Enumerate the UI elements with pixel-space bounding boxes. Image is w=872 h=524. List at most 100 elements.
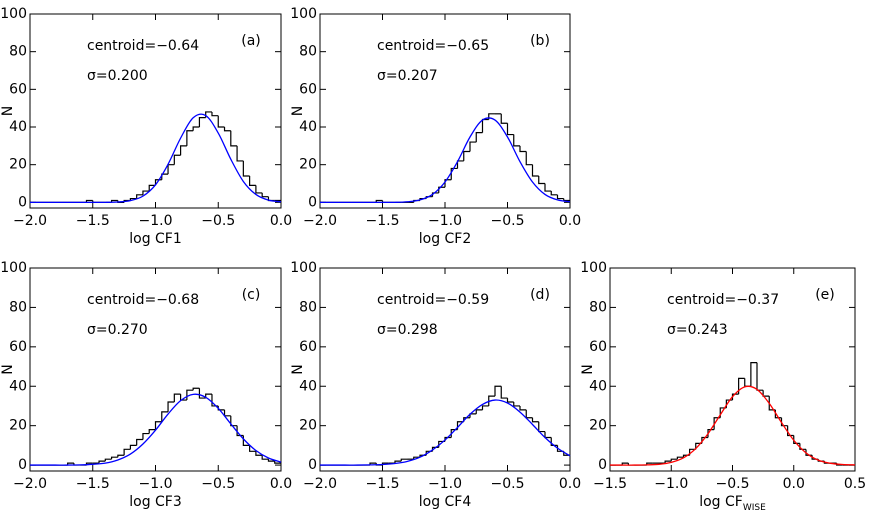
panel-label: (e) [815, 287, 835, 303]
x-tick-label: −1.0 [428, 476, 462, 492]
x-axis-label-subscript: WISE [743, 503, 766, 513]
y-axis-label: N [290, 106, 306, 116]
histogram-bin [707, 429, 715, 438]
y-tick-label: 100 [0, 6, 27, 22]
y-tick-label: 40 [589, 378, 607, 394]
y-axis-label: N [580, 364, 596, 374]
x-tick-label: −0.5 [201, 213, 235, 229]
histogram-bin [173, 154, 181, 165]
histogram-bin [267, 459, 275, 462]
y-tick-label: 80 [9, 299, 27, 315]
histogram-bin [513, 402, 520, 407]
histogram-bin [744, 378, 751, 387]
y-tick-label: 60 [299, 81, 317, 97]
histogram-bin [475, 409, 483, 414]
histogram-bin [67, 462, 74, 466]
histogram-bin [123, 448, 131, 456]
annotation: centroid=−0.37 [667, 292, 779, 308]
histogram-bin [544, 183, 552, 192]
x-tick-label: −1.0 [139, 213, 173, 229]
x-tick-label: −1.0 [428, 213, 462, 229]
x-axis-label: log CF3 [129, 494, 182, 510]
y-tick-label: 0 [308, 194, 317, 210]
x-axis-label-text: log CF4 [419, 494, 472, 510]
x-tick-label: −1.5 [593, 476, 627, 492]
x-tick-label: −0.5 [201, 476, 235, 492]
y-tick-label: 100 [580, 260, 607, 276]
x-tick-label: −1.5 [76, 476, 110, 492]
fit-curve [320, 399, 571, 466]
histogram-bin [519, 145, 527, 153]
x-axis-label-text: log CF [699, 494, 743, 510]
histogram-bin [756, 362, 764, 391]
histogram-bin [676, 456, 684, 460]
y-axis-label: N [0, 106, 16, 116]
annotation: centroid=−0.59 [377, 292, 489, 308]
histogram-bin [450, 167, 458, 180]
histogram-bin [198, 388, 206, 399]
y-tick-label: 20 [9, 418, 27, 434]
x-axis-label-text: log CF2 [419, 231, 472, 247]
histogram-bin [664, 460, 672, 464]
x-tick-label: −0.5 [491, 213, 525, 229]
histogram-bin [117, 454, 125, 458]
histogram-bin [799, 443, 806, 450]
y-tick-label: 80 [299, 44, 317, 60]
histogram-bin [738, 377, 745, 395]
x-tick-label: −0.5 [716, 476, 750, 492]
histogram-bin [255, 185, 263, 194]
x-tick-label: 0.5 [844, 476, 866, 492]
fit-curve [29, 113, 282, 204]
fit-curve [610, 385, 856, 466]
histogram-bin [110, 456, 118, 460]
y-tick-label: 0 [308, 457, 317, 473]
x-tick-label: −1.5 [366, 213, 400, 229]
histogram-bin [223, 409, 231, 417]
x-tick-label: −1.0 [654, 476, 688, 492]
annotation: σ=0.243 [667, 322, 728, 338]
y-tick-label: 80 [299, 299, 317, 315]
histogram-bin [230, 130, 238, 147]
histogram-bin [525, 151, 533, 166]
histogram-bin [400, 458, 408, 462]
histogram-bin [192, 126, 200, 131]
fit-curve [30, 393, 282, 466]
histogram-bin [236, 425, 244, 437]
histogram-bin [161, 411, 169, 422]
histogram-bin [444, 179, 452, 188]
histogram-bin [506, 123, 514, 136]
histogram-bin [563, 198, 570, 202]
histogram-bin [431, 192, 439, 197]
histogram-bin [544, 431, 552, 439]
x-axis-label: log CF4 [419, 494, 472, 510]
y-tick-label: 0 [18, 457, 27, 473]
x-axis-label-text: log CF1 [129, 231, 182, 247]
histogram-bin [506, 398, 514, 403]
histogram-bin [98, 460, 106, 464]
histogram-bin [161, 173, 169, 180]
annotation: σ=0.207 [377, 68, 438, 84]
histogram-bin [438, 186, 445, 193]
y-axis-label: N [0, 364, 16, 374]
histogram-bin [550, 191, 558, 196]
y-tick-label: 0 [18, 194, 27, 210]
histogram-bin [481, 118, 489, 133]
y-tick-label: 100 [0, 260, 27, 276]
histogram-bin [538, 421, 545, 433]
y-tick-label: 60 [9, 81, 27, 97]
y-tick-label: 40 [299, 378, 317, 394]
y-tick-label: 60 [589, 339, 607, 355]
histogram-bin [556, 194, 564, 200]
annotation: σ=0.270 [87, 322, 148, 338]
histogram-bin [142, 190, 150, 195]
histogram-bin [255, 451, 263, 456]
histogram-bin [793, 435, 800, 445]
x-tick-label: −2.0 [13, 213, 47, 229]
histogram-bin [249, 445, 256, 452]
histogram-bin [469, 141, 477, 152]
histogram-bin [274, 461, 281, 464]
x-tick-label: 0.0 [559, 213, 581, 229]
histogram-bin [787, 425, 794, 437]
histogram-bin [236, 145, 244, 162]
